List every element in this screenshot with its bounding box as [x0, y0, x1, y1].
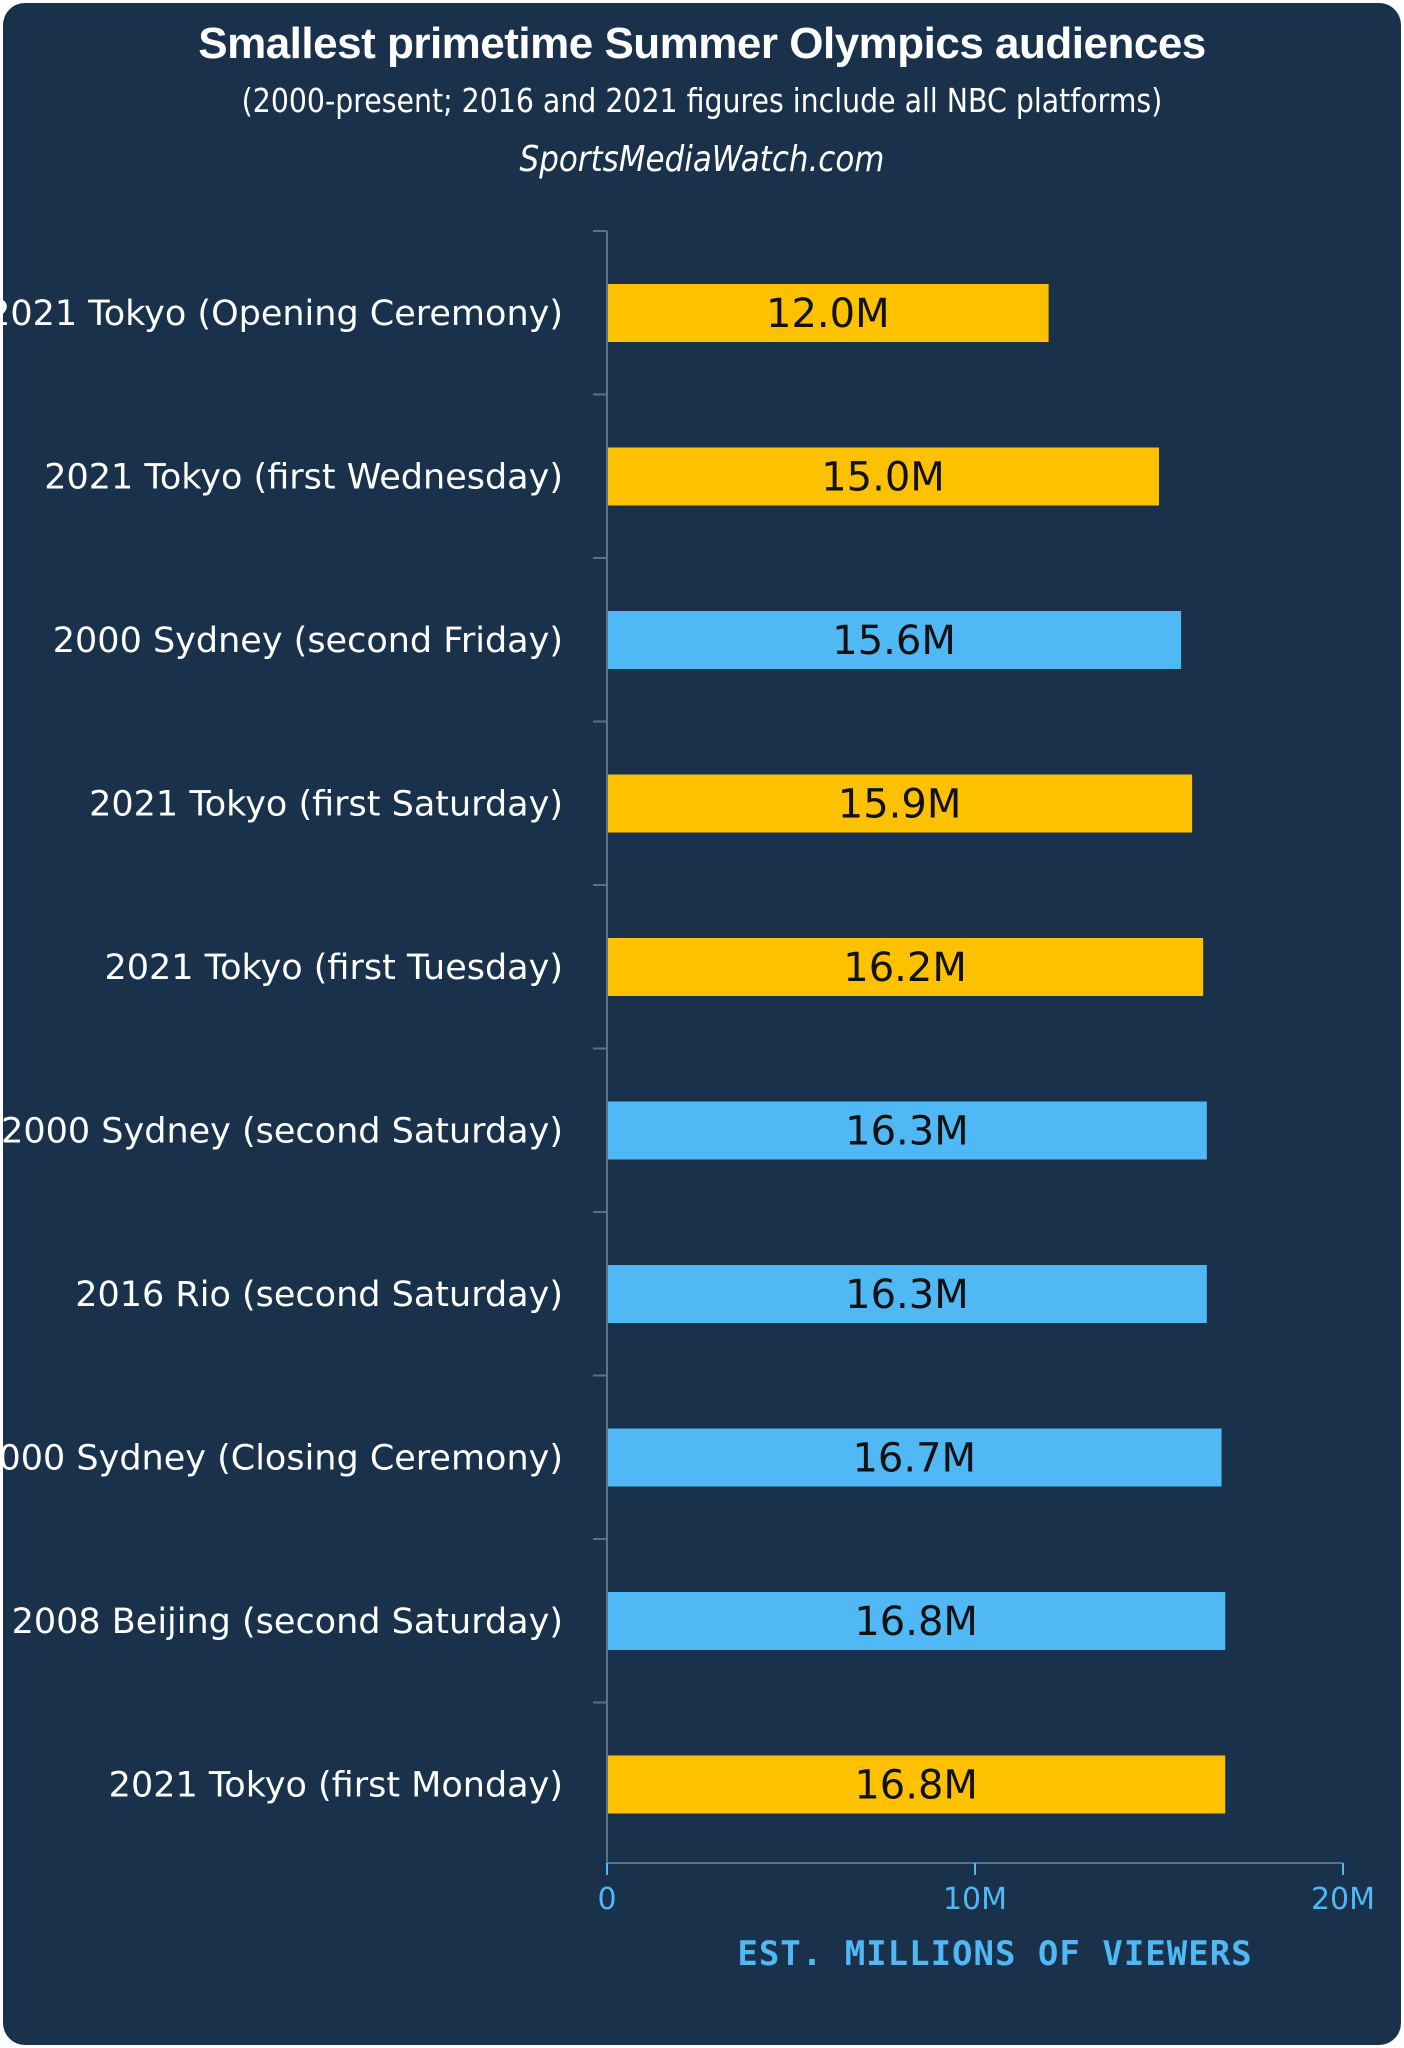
bar: [607, 284, 1049, 342]
value-label: 16.3M: [845, 1272, 969, 1318]
x-tick-label: 20M: [1311, 1882, 1375, 1917]
value-label: 15.9M: [838, 782, 962, 828]
value-label: 15.6M: [832, 618, 956, 664]
category-label: 2021 Tokyo (first Saturday): [89, 785, 563, 825]
chart-subtitle: (2000-present; 2016 and 2021 figures inc…: [241, 81, 1163, 120]
x-tick-label: 10M: [943, 1882, 1007, 1917]
bar: [607, 611, 1182, 669]
category-label: 2021 Tokyo (first Monday): [109, 1766, 563, 1806]
bar: [607, 1265, 1207, 1323]
bar: [607, 774, 1193, 833]
value-label: 16.8M: [854, 1599, 978, 1645]
category-label: 2000 Sydney (Closing Ceremony): [3, 1439, 563, 1479]
bar: [607, 1428, 1222, 1487]
value-label: 15.0M: [821, 455, 945, 501]
bar: [607, 1755, 1226, 1814]
bar: [607, 1101, 1207, 1160]
category-label: 2021 Tokyo (first Tuesday): [104, 948, 563, 988]
value-label: 12.0M: [766, 291, 890, 337]
value-label: 16.3M: [845, 1109, 969, 1155]
chart-card: Smallest primetime Summer Olympics audie…: [3, 3, 1401, 2045]
category-label: 2008 Beijing (second Saturday): [12, 1602, 563, 1642]
category-label: 2021 Tokyo (first Wednesday): [44, 458, 563, 498]
value-label: 16.8M: [854, 1763, 978, 1809]
bar: [607, 938, 1204, 996]
bar: [607, 1592, 1226, 1650]
bars-layer: 2021 Tokyo (Opening Ceremony) 12.0M 2021 T…: [3, 284, 1226, 1814]
x-tick-label: 0: [597, 1882, 616, 1917]
bar-chart: 2021 Tokyo (Opening Ceremony) 12.0M 2021 T…: [3, 230, 1375, 1974]
category-label: 2021 Tokyo (Opening Ceremony): [3, 294, 563, 334]
category-label: 2016 Rio (second Saturday): [75, 1275, 563, 1315]
x-axis: 0 10M 20M EST. MILLIONS OF VIEWERS: [593, 230, 1375, 1974]
chart-source: SportsMediaWatch.com: [519, 139, 885, 180]
x-axis-title: EST. MILLIONS OF VIEWERS: [737, 1934, 1252, 1974]
bar: [607, 447, 1159, 506]
value-label: 16.2M: [843, 945, 967, 991]
category-label: 2000 Sydney (second Saturday): [3, 1112, 563, 1152]
chart-title: Smallest primetime Summer Olympics audie…: [198, 19, 1206, 68]
value-label: 16.7M: [852, 1436, 976, 1482]
category-label: 2000 Sydney (second Friday): [53, 621, 563, 661]
